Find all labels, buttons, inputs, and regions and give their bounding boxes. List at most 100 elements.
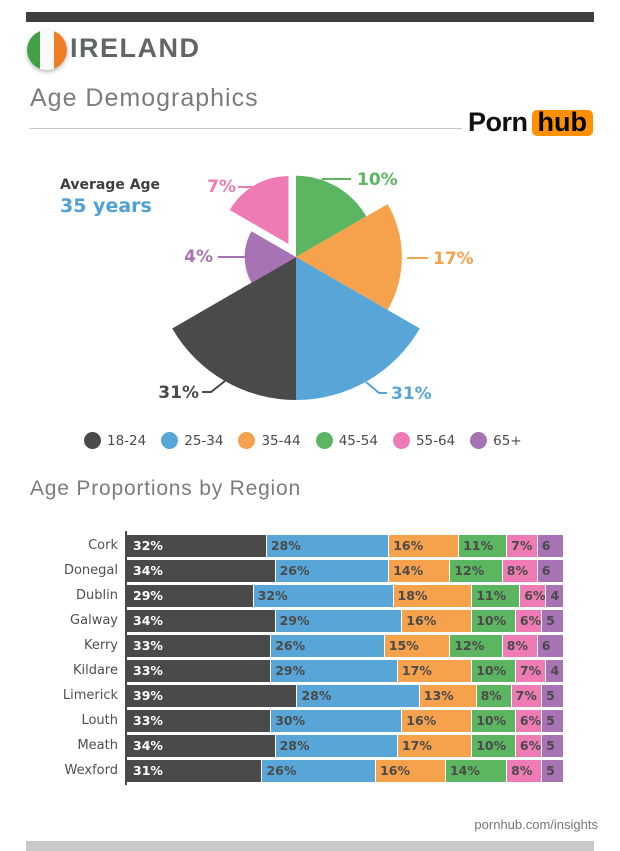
region-label-Wexford: Wexford — [64, 763, 118, 778]
bar-segment-55-64: 8% — [502, 560, 538, 582]
region-label-Louth: Louth — [81, 713, 118, 728]
bar-segment-18-24: 29% — [127, 585, 254, 607]
bar-segment-45-54: 10% — [472, 610, 516, 632]
bar-segment-35-44: 15% — [384, 635, 451, 657]
regions-section-title: Age Proportions by Region — [30, 477, 301, 500]
region-label-Kerry: Kerry — [83, 638, 118, 653]
bar-segment-25-34: 28% — [275, 735, 398, 757]
legend-label: 45-54 — [338, 432, 378, 449]
bar-segment-18-24: 33% — [127, 660, 272, 682]
bar-segment-35-44: 16% — [402, 710, 473, 732]
bar-segment-18-24: 32% — [127, 535, 267, 557]
callout-line-18-24 — [202, 380, 226, 393]
pie-callouts-group: 10% 17% 31% 31% 4% 7% — [158, 170, 473, 404]
bar-row-Limerick: 39% 28% 13% 8% 7% 5 — [127, 685, 564, 707]
legend-dot-icon — [315, 432, 333, 449]
bar-segment-55-64: 7% — [507, 535, 538, 557]
bar-row-Dublin: 29% 32% 18% 11% 6% 4 — [127, 585, 564, 607]
callout-line-25-34 — [365, 381, 387, 394]
bar-row-Donegal: 34% 26% 14% 12% 8% 6 — [127, 560, 564, 582]
region-label-Kildare: Kildare — [72, 663, 118, 678]
bar-row-Kildare: 33% 29% 17% 10% 7% 4 — [127, 660, 564, 682]
legend-label: 25-34 — [184, 432, 224, 449]
bar-segment-55-64: 6% — [515, 735, 543, 757]
bar-row-Kerry: 33% 26% 15% 12% 8% 6 — [127, 635, 564, 657]
region-label-Galway: Galway — [70, 613, 118, 628]
pie-slice-55-64 — [229, 176, 289, 244]
pie-slices-group — [172, 175, 420, 400]
bar-segment-55-64: 7% — [515, 660, 547, 682]
bar-segment-65+: 4 — [546, 585, 564, 607]
bar-segment-45-54: 8% — [476, 685, 512, 707]
bar-segment-35-44: 17% — [397, 735, 473, 757]
bar-segment-55-64: 7% — [511, 685, 543, 707]
bar-segment-35-44: 18% — [393, 585, 473, 607]
pie-slice-25-34 — [296, 257, 420, 400]
bar-segment-18-24: 34% — [127, 735, 276, 757]
bar-segment-45-54: 11% — [459, 535, 508, 557]
bar-segment-55-64: 8% — [507, 760, 543, 782]
bar-segment-45-54: 12% — [450, 560, 503, 582]
bar-row-Galway: 34% 29% 16% 10% 6% 5 — [127, 610, 564, 632]
bar-segment-65+: 5 — [542, 610, 564, 632]
region-labels-column: Cork Donegal Dublin Galway Kerry Kildare Limer… — [26, 535, 118, 785]
bar-segment-25-34: 26% — [271, 635, 385, 657]
stacked-bar-chart: 32% 28% 16% 11% 7% 6 34% 26% 14% 12% 8% 6 29% 32% 18% 1… — [127, 535, 564, 785]
bar-segment-25-34: 28% — [266, 535, 390, 557]
country-title: IRELAND — [70, 33, 201, 63]
flag-stripe-white — [40, 30, 54, 70]
bar-segment-18-24: 34% — [127, 560, 276, 582]
pie-label-45-54: 10% — [357, 170, 398, 190]
legend-dot-icon — [238, 432, 256, 449]
pie-slice-35-44 — [296, 204, 402, 310]
age-group-legend: 18-24 25-34 35-44 45-54 55-64 65+ — [84, 432, 522, 449]
legend-label: 55-64 — [415, 432, 456, 449]
bar-segment-45-54: 10% — [472, 660, 516, 682]
legend-label: 18-24 — [107, 432, 147, 449]
legend-item-45-54: 45-54 — [315, 432, 378, 449]
bar-segment-65+: 5 — [542, 760, 564, 782]
legend-item-55-64: 55-64 — [392, 432, 456, 449]
region-label-Limerick: Limerick — [62, 688, 118, 703]
flag-stripe-orange — [53, 30, 67, 70]
region-label-Meath: Meath — [77, 738, 118, 753]
bar-segment-18-24: 31% — [127, 760, 263, 782]
average-age-block: Average Age 35 years — [60, 177, 160, 217]
bar-segment-35-44: 14% — [389, 560, 451, 582]
bar-segment-18-24: 33% — [127, 710, 272, 732]
bar-segment-65+: 5 — [542, 735, 564, 757]
age-pie-chart: 10% 17% 31% 31% 4% 7% — [158, 170, 473, 404]
bar-segment-65+: 4 — [546, 660, 564, 682]
bar-segment-25-34: 28% — [297, 685, 420, 707]
pie-label-35-44: 17% — [433, 249, 474, 269]
logo-hub-badge: hub — [531, 108, 593, 136]
legend-dot-icon — [470, 432, 488, 449]
callout-line-55-64 — [238, 186, 264, 199]
flag-stripe-green — [27, 30, 41, 70]
bar-segment-25-34: 30% — [271, 710, 403, 732]
title-divider — [29, 128, 462, 129]
bar-segment-35-44: 13% — [419, 685, 477, 707]
legend-dot-icon — [392, 432, 410, 449]
average-age-value: 35 years — [60, 195, 152, 217]
pie-slice-65+ — [244, 231, 296, 283]
legend-item-25-34: 25-34 — [161, 432, 223, 449]
page-title: Age Demographics — [30, 84, 259, 112]
bar-segment-45-54: 10% — [472, 710, 516, 732]
bar-segment-25-34: 26% — [275, 560, 390, 582]
pie-label-65plus: 4% — [184, 247, 213, 267]
legend-dot-icon — [161, 432, 179, 449]
bar-segment-55-64: 6% — [515, 710, 543, 732]
bar-segment-65+: 6 — [537, 535, 564, 557]
logo-porn-text: Porn — [468, 107, 528, 137]
bar-segment-35-44: 16% — [389, 535, 460, 557]
bar-segment-35-44: 16% — [402, 610, 473, 632]
legend-item-65+: 65+ — [470, 432, 522, 449]
bar-segment-65+: 6 — [537, 560, 564, 582]
bar-segment-55-64: 6% — [520, 585, 547, 607]
footer-url: pornhub.com/insights — [474, 817, 598, 832]
legend-item-18-24: 18-24 — [84, 432, 146, 449]
pie-label-25-34: 31% — [391, 384, 432, 404]
bar-segment-55-64: 6% — [515, 610, 543, 632]
